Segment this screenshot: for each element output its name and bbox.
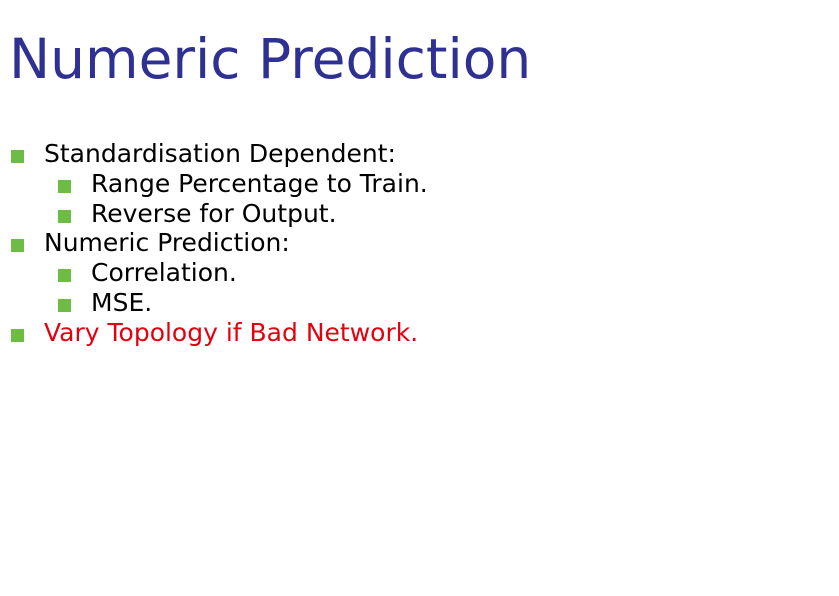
bullet-text: Numeric Prediction: bbox=[44, 228, 290, 258]
sub-bullet-item: Correlation. bbox=[0, 258, 428, 288]
square-bullet-icon bbox=[58, 298, 71, 312]
square-bullet-icon bbox=[58, 269, 71, 282]
slide-title: Numeric Prediction bbox=[9, 27, 532, 91]
bullet-text: Vary Topology if Bad Network. bbox=[44, 317, 419, 347]
bullet-item: Numeric Prediction: bbox=[0, 228, 428, 258]
bullet-text: Standardisation Dependent: bbox=[44, 139, 396, 168]
sub-bullet-item: Range Percentage to Train. bbox=[0, 169, 428, 199]
bullet-text: Range Percentage to Train. bbox=[91, 168, 428, 198]
bullet-list: Standardisation Dependent: Range Percent… bbox=[0, 139, 428, 347]
bullet-item: Standardisation Dependent: bbox=[0, 139, 428, 169]
sub-bullet-item: Reverse for Output. bbox=[0, 199, 428, 229]
bullet-item-highlighted: Vary Topology if Bad Network. bbox=[0, 318, 428, 348]
bullet-text: Correlation. bbox=[91, 258, 237, 287]
square-bullet-icon bbox=[58, 209, 71, 223]
sub-bullet-item: MSE. bbox=[0, 288, 428, 318]
square-bullet-icon bbox=[11, 150, 24, 163]
bullet-text: Reverse for Output. bbox=[91, 198, 337, 228]
bullet-text: MSE. bbox=[91, 287, 153, 317]
square-bullet-icon bbox=[11, 328, 24, 342]
square-bullet-icon bbox=[11, 239, 24, 253]
square-bullet-icon bbox=[58, 179, 71, 193]
